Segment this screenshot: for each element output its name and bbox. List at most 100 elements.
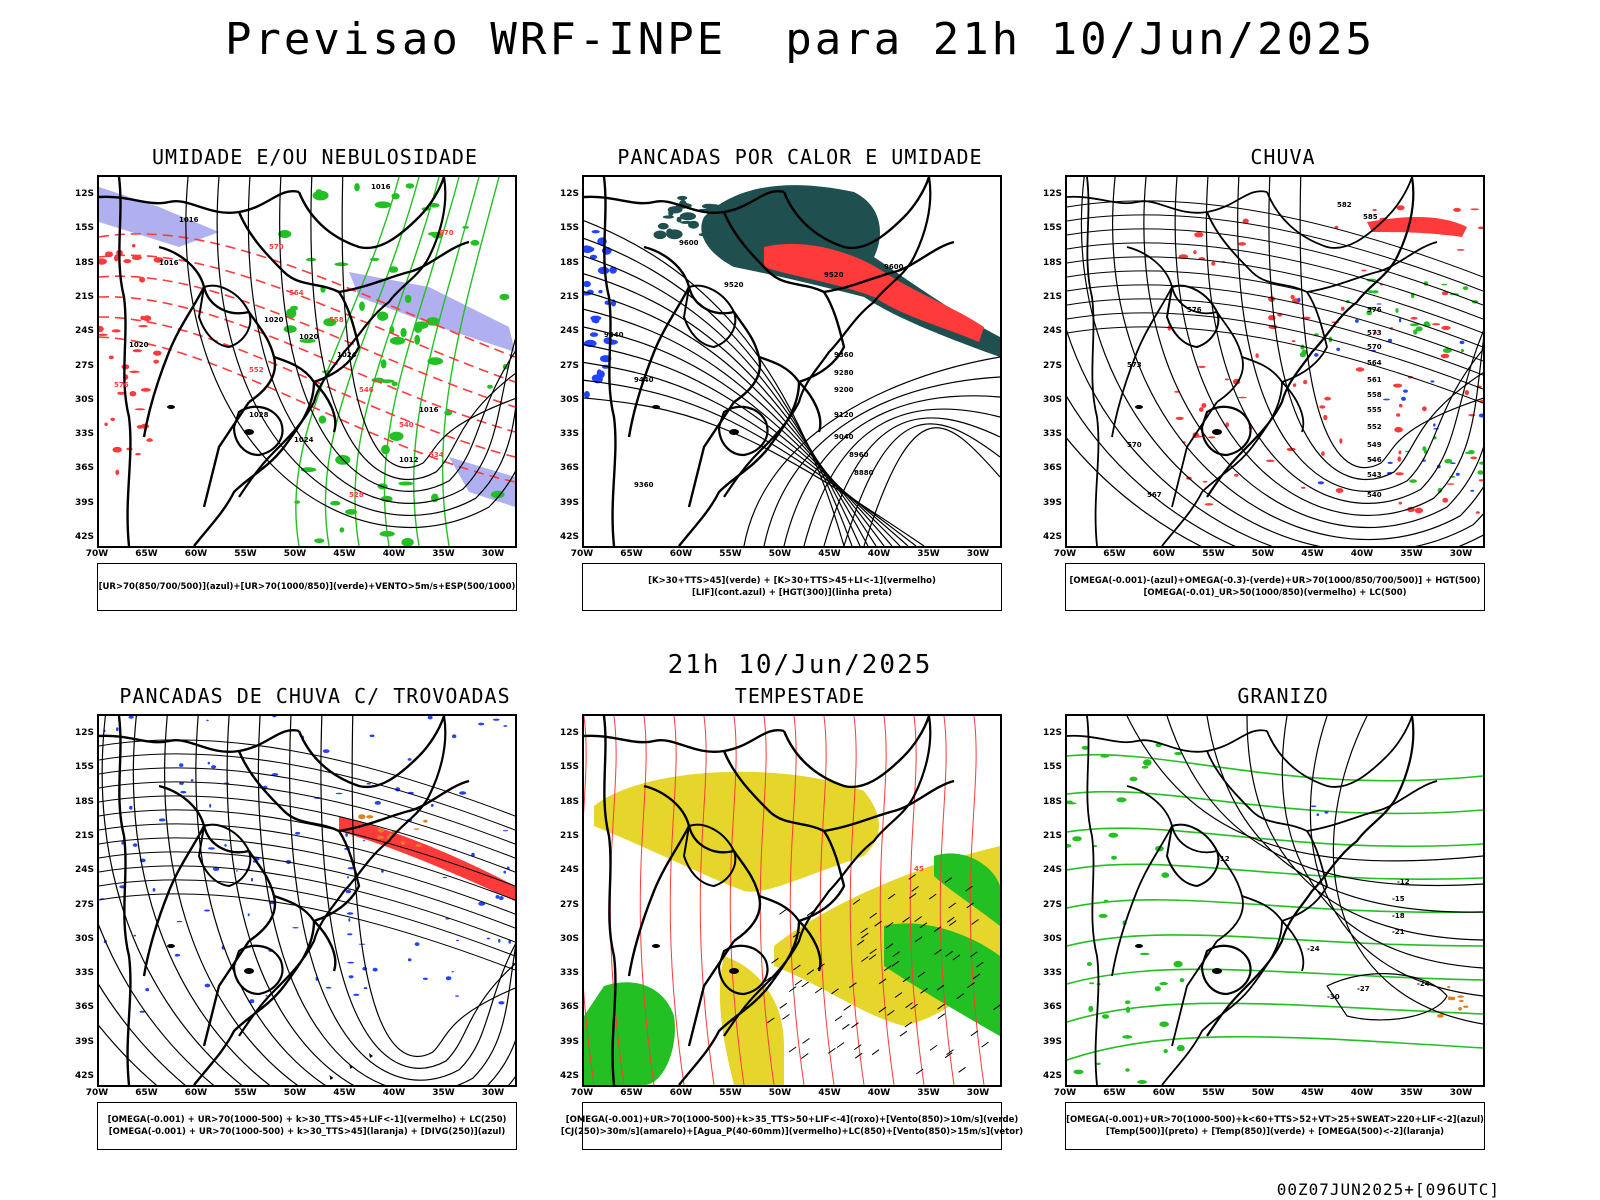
streamline-arrow <box>329 1075 334 1080</box>
lon-tick-label: 70W <box>570 549 594 559</box>
divergence-area-patch <box>272 716 277 718</box>
lagoon-mark <box>244 429 254 435</box>
wind-vector <box>779 908 787 915</box>
lon-tick-label: 40W <box>867 549 891 559</box>
temp850-patch-patch <box>1125 1068 1130 1072</box>
legend-box: [UR>70(850/700/500)](azul)+[UR>70(1000/8… <box>97 563 517 611</box>
temp850-patch-patch <box>1100 754 1110 758</box>
omega-strong-area-patch <box>1460 348 1464 353</box>
omega-ur-area-patch <box>1442 497 1449 503</box>
wind-vector <box>933 926 942 933</box>
country-borders <box>1067 716 1438 1085</box>
divergence-area-patch <box>212 866 220 871</box>
humidity-low-contour-patch <box>414 334 421 345</box>
omega-weak-area-patch <box>1401 396 1406 401</box>
wind-vector <box>928 893 937 900</box>
lon-tick-label: 70W <box>1053 549 1077 559</box>
thickness-contour <box>99 233 515 358</box>
omega-ur-area-patch <box>1202 480 1208 483</box>
divergence-area-patch <box>363 987 368 990</box>
omega500-area-patch <box>1447 986 1451 989</box>
lat-tick-label: 42S <box>74 532 94 542</box>
humidity-low-contour-patch <box>378 379 395 383</box>
contour-label: 585 <box>1363 213 1378 221</box>
humidity-low-contour-patch <box>400 327 407 338</box>
omega500-area-patch <box>1457 995 1464 998</box>
omega-ur-area-patch <box>1204 503 1214 506</box>
omega-ur-area-patch <box>1396 205 1405 211</box>
humidity-low-contour-patch <box>391 381 398 387</box>
border-line <box>1241 356 1283 448</box>
border-line <box>117 177 132 546</box>
temp850-patch-patch <box>1088 1005 1094 1012</box>
lon-tick-label: 55W <box>234 1088 257 1098</box>
k-tts-patch-patch <box>708 232 715 238</box>
omega-ur-area-patch <box>1464 390 1470 396</box>
divergence-area-patch <box>369 734 375 738</box>
border-line <box>1171 940 1218 1047</box>
temp850-patch-patch <box>1089 982 1095 985</box>
panel-tempestade: TEMPESTADE 12S 15S 18S 21S 24S 27S 30S 33S 36S 39S… <box>535 684 1035 1164</box>
border-line <box>1306 241 1438 293</box>
wind-vector <box>861 956 869 962</box>
lon-tick-label: 35W <box>917 1088 940 1098</box>
contour-label: 1016 <box>179 216 199 224</box>
divergence-area-patch <box>452 734 457 739</box>
border-line <box>1281 830 1328 922</box>
temp850-contour <box>1067 863 1483 880</box>
lat-tick-label: 15S <box>74 762 94 773</box>
omega-ur-area-patch <box>1319 405 1326 409</box>
streamline <box>195 716 515 1085</box>
wind-vector <box>887 1009 895 1016</box>
pancadas-laranja-area-patch <box>388 833 393 837</box>
omega-weak-area-patch <box>1376 303 1382 305</box>
divergence-area-patch <box>128 716 134 719</box>
border-line <box>678 446 770 546</box>
omega-ur-area-patch <box>1237 242 1247 246</box>
border-line <box>297 730 420 789</box>
coastline <box>238 716 447 1037</box>
legend-line: [OMEGA(-0.001)-(azul)+OMEGA(-0.3)-(verde… <box>1069 576 1481 586</box>
wind-vector <box>794 979 803 986</box>
wind-vector <box>788 986 797 993</box>
border-line <box>202 940 250 1047</box>
border-line <box>798 920 822 972</box>
omega-ur-area-patch <box>1394 426 1403 433</box>
lon-tick-label: 65W <box>1103 1088 1126 1098</box>
divergence-area-patch <box>325 986 332 989</box>
divergence-area-patch <box>152 888 156 892</box>
wind-vector <box>802 1037 810 1044</box>
contour-label: 558 <box>1367 391 1382 399</box>
legend-line: [K>30+TTS>45](verde) + [K>30+TTS>45+LI<-… <box>648 576 936 586</box>
divergence-area-patch <box>174 953 181 957</box>
temp850-patch-patch <box>1154 986 1161 992</box>
omega-strong-area-patch <box>1409 323 1419 327</box>
contour-label: 8960 <box>849 451 869 459</box>
wind-vector <box>919 922 928 929</box>
humidity-low-contour-patch <box>330 500 341 506</box>
streamline <box>132 716 271 1085</box>
wind-vector <box>952 954 961 961</box>
panel-granizo: GRANIZO 12S 15S 18S 21S 24S 27S 30S 33S 36S 39S 42S… <box>1018 684 1518 1164</box>
divergence-area-patch <box>347 933 353 936</box>
lat-tick-label: 30S <box>559 933 579 944</box>
temp850-patch-patch <box>1067 843 1072 848</box>
thickness-contour <box>99 275 515 408</box>
border-line <box>782 730 905 789</box>
omega-ur-area-patch <box>1201 403 1207 408</box>
border-line <box>237 750 340 833</box>
humidity-low-contour-patch <box>318 415 327 424</box>
border-line <box>733 311 762 403</box>
pancadas-laranja-area-patch <box>358 814 366 820</box>
thickness-marks-patch <box>99 325 104 333</box>
lat-tick-label: 24S <box>1042 326 1062 337</box>
border-line <box>313 920 337 972</box>
pancadas-laranja-area-patch <box>413 828 420 830</box>
pancadas-laranja-area-patch <box>377 835 384 839</box>
border-line <box>1216 311 1244 403</box>
panel-title: GRANIZO <box>1237 684 1329 708</box>
wind-vector <box>878 1006 887 1013</box>
uruguay-border <box>232 405 284 457</box>
lon-tick-label: 70W <box>1053 1088 1077 1098</box>
jet-stream-area <box>719 956 784 1085</box>
